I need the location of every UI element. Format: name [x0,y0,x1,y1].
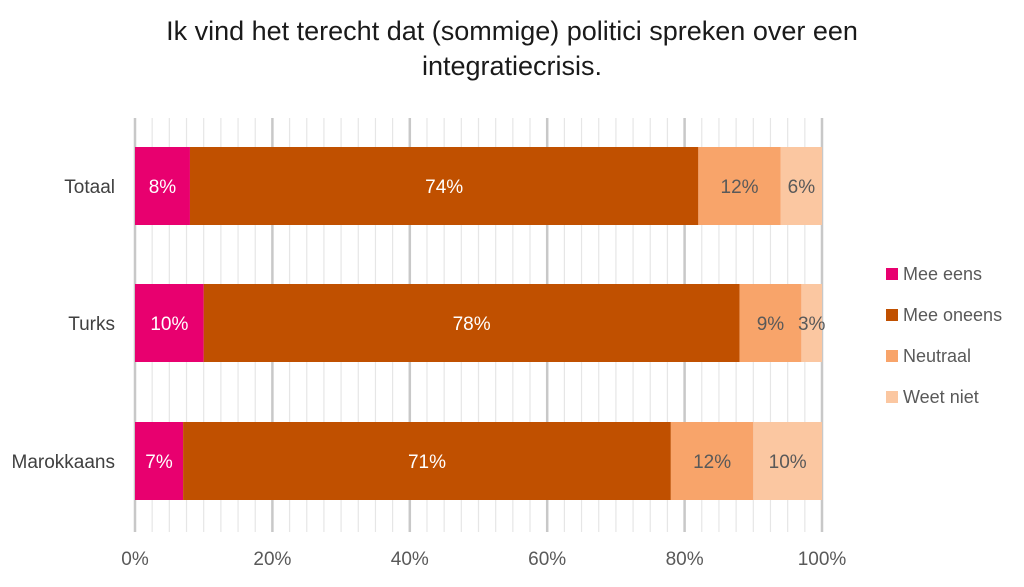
data-label: 7% [145,452,173,473]
data-label: 6% [788,177,816,198]
bar-segment [698,147,781,225]
bar-segment [135,147,190,225]
data-label: 12% [721,177,759,198]
chart-title-line-2: integratiecrisis. [421,51,603,81]
legend-label: Mee oneens [903,304,1003,325]
legend-swatch [886,350,898,362]
legend-swatch [886,309,898,321]
data-label: 10% [150,314,188,335]
x-tick-label: 80% [666,549,704,570]
chart-title: Ik vind het terecht dat (sommige) politi… [0,14,1024,84]
legend-item: Mee oneens [886,305,1002,325]
bar-segment [135,422,184,500]
x-tick-label: 20% [253,549,291,570]
bar-segment [670,422,754,500]
data-label: 10% [769,452,807,473]
data-label: 9% [757,314,785,335]
bar-segment [183,422,671,500]
legend-item: Neutraal [886,346,1002,366]
x-tick-label: 40% [391,549,429,570]
data-label: 78% [453,314,491,335]
bar-segment [189,147,699,225]
bar-segment [135,284,204,362]
x-tick-label: 60% [528,549,566,570]
data-label: 12% [693,452,731,473]
category-label: Marokkaans [12,452,116,473]
legend: Mee eens Mee oneens Neutraal Weet niet [886,264,1002,428]
data-label: 3% [798,314,826,335]
legend-item: Weet niet [886,387,1002,407]
legend-label: Mee eens [903,263,983,284]
bar-segment [203,284,740,362]
x-tick-label: 0% [121,549,149,570]
legend-label: Neutraal [903,345,972,366]
x-tick-label: 100% [798,549,847,570]
data-label: 74% [425,177,463,198]
category-label: Totaal [64,177,115,198]
data-label: 8% [149,177,177,198]
category-label: Turks [68,314,115,335]
x-axis-tick-labels: 0% 20% 40% 60% 80% 100% [121,549,846,570]
bar-segment [801,284,822,362]
bar-segment [753,422,822,500]
legend-label: Weet niet [903,386,979,407]
legend-item: Mee eens [886,264,1002,284]
data-label: 71% [408,452,446,473]
legend-swatch [886,268,898,280]
category-labels: Totaal Turks Marokkaans [12,177,116,473]
bar-segment [739,284,802,362]
bars: 8% 74% 12% 6% 10% 78% 9% 3% 7% 71% 12% 10% [135,147,826,500]
legend-swatch [886,391,898,403]
chart-title-line-1: Ik vind het terecht dat (sommige) politi… [166,16,858,46]
bar-segment [780,147,822,225]
